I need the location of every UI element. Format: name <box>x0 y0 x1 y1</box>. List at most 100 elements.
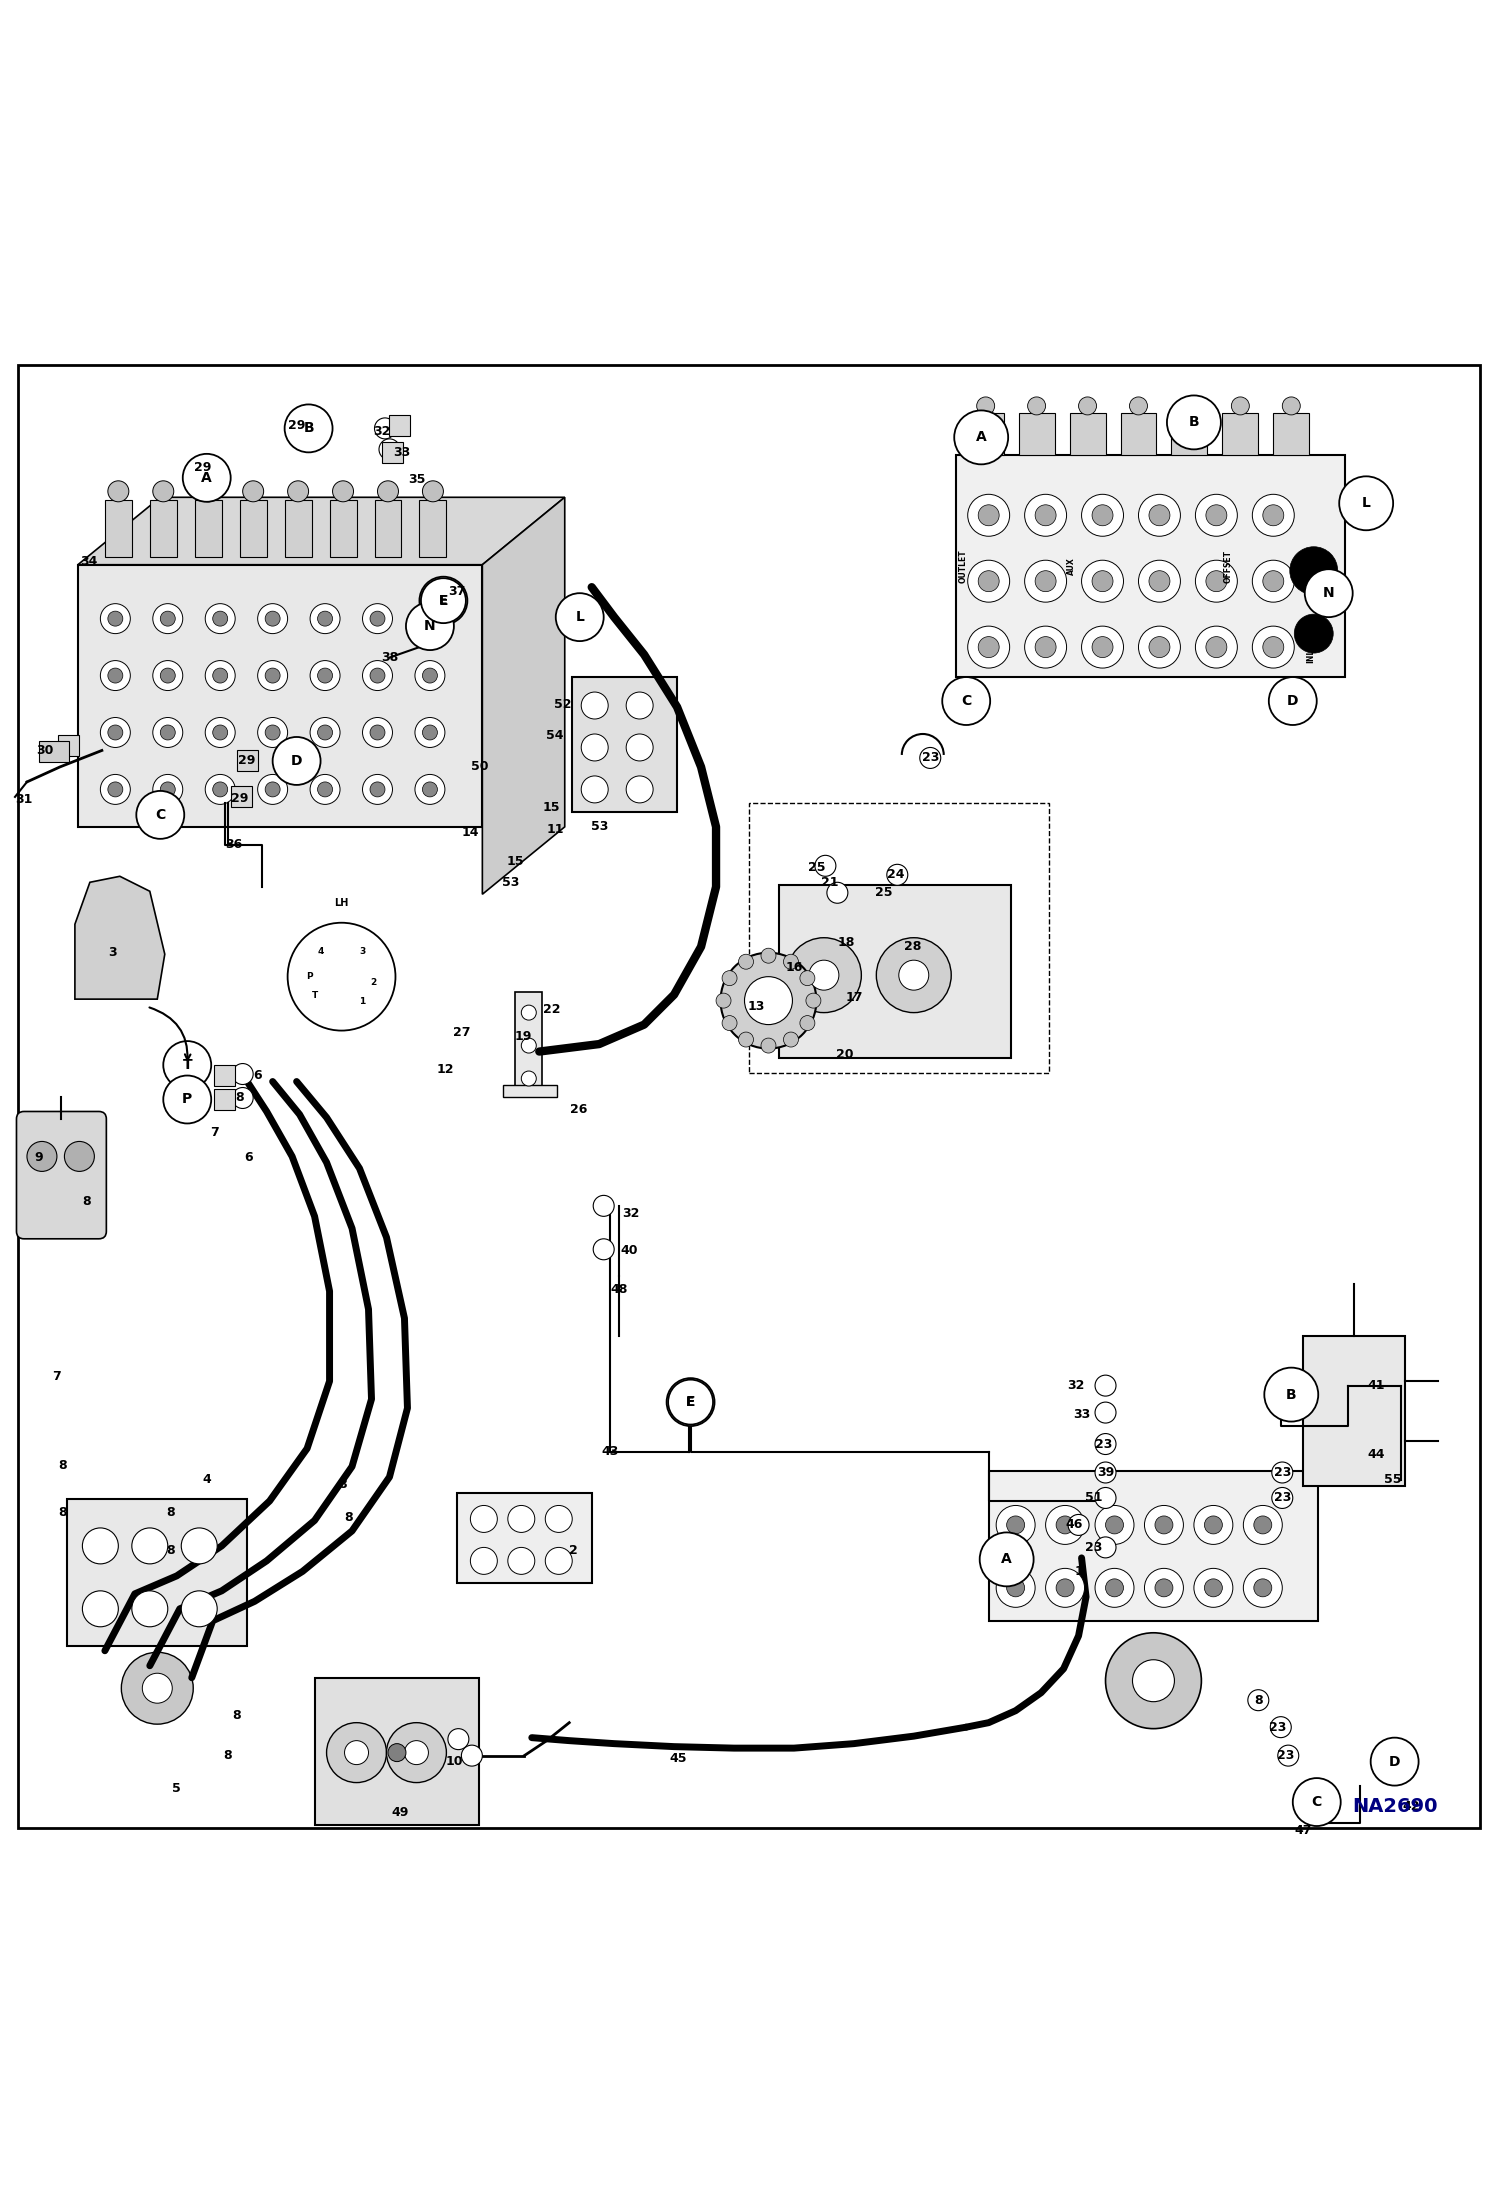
Circle shape <box>1263 504 1284 526</box>
Text: 23: 23 <box>1273 1491 1291 1504</box>
Text: 5: 5 <box>172 1783 181 1796</box>
Circle shape <box>581 693 608 719</box>
Circle shape <box>415 603 445 634</box>
Circle shape <box>978 636 999 658</box>
Circle shape <box>1095 1537 1116 1557</box>
Text: D: D <box>291 754 303 768</box>
Circle shape <box>1263 636 1284 658</box>
Circle shape <box>876 939 951 1013</box>
Circle shape <box>954 410 1008 465</box>
Circle shape <box>1195 493 1237 537</box>
Circle shape <box>377 480 398 502</box>
Text: 3: 3 <box>360 947 366 956</box>
Text: 8: 8 <box>232 1708 241 1722</box>
Text: 18: 18 <box>837 936 855 950</box>
Bar <box>240 500 267 557</box>
Circle shape <box>1095 1434 1116 1454</box>
Text: B: B <box>303 421 315 436</box>
Circle shape <box>626 693 653 719</box>
Circle shape <box>205 603 235 634</box>
Circle shape <box>508 1504 535 1533</box>
Circle shape <box>258 660 288 691</box>
Circle shape <box>379 439 400 461</box>
Text: 25: 25 <box>875 886 893 899</box>
Polygon shape <box>482 498 565 895</box>
Text: C: C <box>1312 1796 1321 1809</box>
Text: 32: 32 <box>622 1206 640 1219</box>
Circle shape <box>521 1037 536 1053</box>
Text: D: D <box>1389 1754 1401 1768</box>
Circle shape <box>121 1651 193 1724</box>
Circle shape <box>386 1724 446 1783</box>
Bar <box>214 1090 235 1110</box>
Circle shape <box>1270 1717 1291 1737</box>
Circle shape <box>108 480 129 502</box>
Circle shape <box>722 971 737 985</box>
Circle shape <box>1252 627 1294 669</box>
Text: E: E <box>439 594 448 607</box>
Text: 32: 32 <box>373 425 391 439</box>
Circle shape <box>273 737 321 785</box>
Text: 23: 23 <box>1273 1465 1291 1478</box>
Circle shape <box>153 480 174 502</box>
Circle shape <box>521 1004 536 1020</box>
Bar <box>1303 1336 1405 1487</box>
Circle shape <box>1082 559 1124 603</box>
Circle shape <box>265 612 280 627</box>
Circle shape <box>1204 1515 1222 1533</box>
Circle shape <box>556 592 604 640</box>
Circle shape <box>1305 570 1353 616</box>
Circle shape <box>899 961 929 991</box>
Circle shape <box>422 783 437 796</box>
Circle shape <box>213 726 228 739</box>
Text: 46: 46 <box>1065 1518 1083 1531</box>
Bar <box>58 735 79 757</box>
Circle shape <box>370 783 385 796</box>
Circle shape <box>521 1070 536 1086</box>
Text: 10: 10 <box>445 1754 463 1768</box>
Circle shape <box>100 603 130 634</box>
Circle shape <box>108 783 123 796</box>
Circle shape <box>809 961 839 991</box>
Circle shape <box>258 717 288 748</box>
Circle shape <box>213 669 228 682</box>
Circle shape <box>1095 1504 1134 1544</box>
Circle shape <box>581 776 608 803</box>
Text: 30: 30 <box>36 743 54 757</box>
Text: 41: 41 <box>1368 1379 1386 1393</box>
Circle shape <box>1095 1487 1116 1509</box>
Text: 2: 2 <box>569 1544 578 1557</box>
Bar <box>389 414 410 436</box>
Circle shape <box>1194 1568 1233 1607</box>
Bar <box>67 1500 247 1647</box>
Bar <box>457 1493 592 1583</box>
Circle shape <box>310 717 340 748</box>
Circle shape <box>370 612 385 627</box>
Text: 42: 42 <box>1402 1800 1420 1814</box>
Circle shape <box>1092 636 1113 658</box>
Circle shape <box>1095 1463 1116 1482</box>
Text: 3: 3 <box>108 945 117 958</box>
Circle shape <box>422 612 437 627</box>
Text: 15: 15 <box>506 855 524 868</box>
Circle shape <box>1264 1368 1318 1421</box>
Circle shape <box>265 783 280 796</box>
Circle shape <box>421 579 466 623</box>
Circle shape <box>1095 1401 1116 1423</box>
Circle shape <box>422 669 437 682</box>
Circle shape <box>800 971 815 985</box>
Text: 33: 33 <box>392 445 410 458</box>
Text: 8: 8 <box>345 1511 354 1524</box>
Text: 53: 53 <box>590 820 608 833</box>
Text: A: A <box>1001 1553 1013 1566</box>
Circle shape <box>942 678 990 726</box>
Text: 55: 55 <box>1384 1474 1402 1487</box>
Text: 52: 52 <box>554 697 572 711</box>
Circle shape <box>581 735 608 761</box>
Text: 48: 48 <box>610 1283 628 1296</box>
Circle shape <box>739 954 753 969</box>
Circle shape <box>827 882 848 904</box>
Bar <box>779 886 1011 1057</box>
Circle shape <box>142 1673 172 1704</box>
Text: 13: 13 <box>748 1000 765 1013</box>
